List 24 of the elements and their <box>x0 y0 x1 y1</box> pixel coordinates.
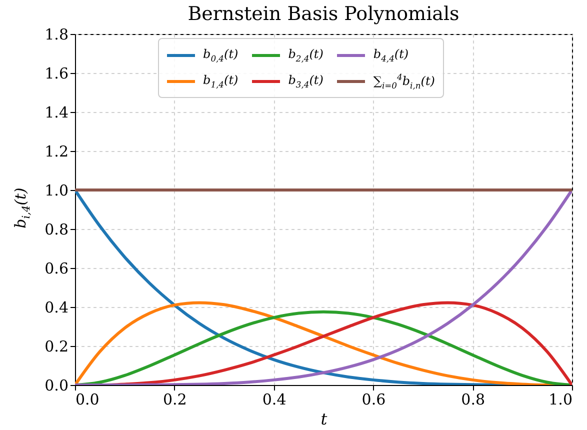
legend-label: b$_{0,4}$(t) <box>203 46 238 64</box>
legend-label: b$_{3,4}$(t) <box>288 72 324 90</box>
legend-label: b$_{2,4}$(t) <box>288 46 324 64</box>
y-tick-label: 1.8 <box>44 26 68 44</box>
legend-label: b$_{1,4}$(t) <box>203 72 238 90</box>
y-tick-label: 1.0 <box>44 182 68 200</box>
y-tick-label: 0.4 <box>44 298 68 316</box>
y-tick-label: 1.2 <box>44 142 68 160</box>
x-tick-label: 0.0 <box>76 390 100 408</box>
y-tick-label: 0.8 <box>44 220 68 238</box>
x-tick-label: 1.0 <box>548 390 572 408</box>
x-tick-label: 0.2 <box>162 390 187 408</box>
x-tick-label: 0.4 <box>262 390 286 408</box>
x-axis-title: t <box>320 410 328 428</box>
legend-label: b$_{4,4}$(t) <box>373 46 409 64</box>
y-tick-label: 1.4 <box>44 104 68 122</box>
y-tick-label: 0.6 <box>44 260 68 278</box>
y-tick-label: 0.2 <box>44 338 68 356</box>
x-tick-label: 0.6 <box>362 390 386 408</box>
legend-label: ∑$_{i=0}$$^{4}$b$_{i,n}$(t) <box>373 72 435 90</box>
y-tick-label: 1.6 <box>44 64 68 82</box>
chart-title: Bernstein Basis Polynomials <box>188 3 460 25</box>
y-tick-label: 0.0 <box>44 376 68 394</box>
x-tick-label: 0.8 <box>461 390 486 408</box>
